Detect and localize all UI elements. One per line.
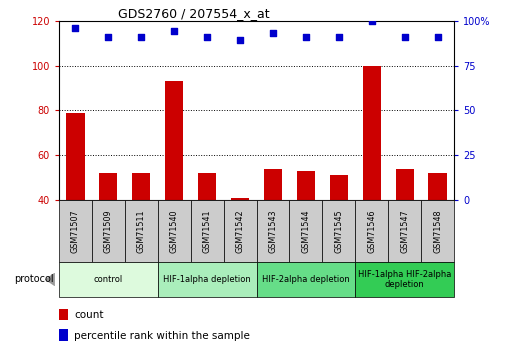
Bar xyxy=(322,200,355,262)
Bar xyxy=(165,81,183,290)
Point xyxy=(433,34,442,40)
Point xyxy=(203,34,211,40)
Text: GSM71509: GSM71509 xyxy=(104,209,113,253)
Bar xyxy=(158,262,256,297)
Text: GSM71547: GSM71547 xyxy=(400,209,409,253)
Bar xyxy=(297,171,315,290)
Bar xyxy=(256,262,355,297)
Text: GSM71507: GSM71507 xyxy=(71,209,80,253)
Bar xyxy=(132,173,150,290)
Text: GSM71544: GSM71544 xyxy=(301,209,310,253)
Text: GSM71548: GSM71548 xyxy=(433,209,442,253)
Point xyxy=(368,18,376,23)
Point xyxy=(334,34,343,40)
Text: HIF-1alpha depletion: HIF-1alpha depletion xyxy=(163,275,251,284)
Text: GSM71542: GSM71542 xyxy=(235,209,245,253)
Text: GSM71543: GSM71543 xyxy=(268,209,278,253)
Bar xyxy=(355,262,454,297)
Bar xyxy=(421,200,454,262)
Text: percentile rank within the sample: percentile rank within the sample xyxy=(74,331,250,341)
Bar xyxy=(256,200,289,262)
Bar xyxy=(388,200,421,262)
Text: GSM71545: GSM71545 xyxy=(334,209,343,253)
Bar xyxy=(66,113,85,290)
Bar xyxy=(428,173,447,290)
Bar xyxy=(158,200,191,262)
Bar xyxy=(191,200,224,262)
Text: GDS2760 / 207554_x_at: GDS2760 / 207554_x_at xyxy=(118,7,270,20)
Bar xyxy=(289,200,322,262)
Bar xyxy=(59,262,158,297)
Bar xyxy=(330,175,348,290)
Point xyxy=(236,38,244,43)
Text: GSM71511: GSM71511 xyxy=(137,209,146,253)
Text: GSM71540: GSM71540 xyxy=(170,209,179,253)
Bar xyxy=(355,200,388,262)
Text: GSM71541: GSM71541 xyxy=(203,209,212,253)
Bar xyxy=(198,173,216,290)
Bar xyxy=(396,169,413,290)
Bar xyxy=(92,200,125,262)
Point xyxy=(401,34,409,40)
Bar xyxy=(264,169,282,290)
Bar xyxy=(125,200,158,262)
Text: HIF-2alpha depletion: HIF-2alpha depletion xyxy=(262,275,350,284)
Point xyxy=(269,30,277,36)
Point xyxy=(302,34,310,40)
Text: protocol: protocol xyxy=(14,275,54,284)
Text: HIF-1alpha HIF-2alpha
depletion: HIF-1alpha HIF-2alpha depletion xyxy=(358,270,451,289)
Bar xyxy=(100,173,117,290)
Point xyxy=(71,25,80,31)
Point xyxy=(170,29,179,34)
Point xyxy=(137,34,145,40)
Bar xyxy=(59,308,68,320)
Point xyxy=(104,34,112,40)
Polygon shape xyxy=(45,273,55,286)
Text: control: control xyxy=(94,275,123,284)
Bar xyxy=(224,200,256,262)
Bar xyxy=(363,66,381,290)
Bar xyxy=(59,329,68,341)
Text: count: count xyxy=(74,310,104,320)
Bar xyxy=(231,198,249,290)
Text: GSM71546: GSM71546 xyxy=(367,209,376,253)
Bar xyxy=(59,200,92,262)
